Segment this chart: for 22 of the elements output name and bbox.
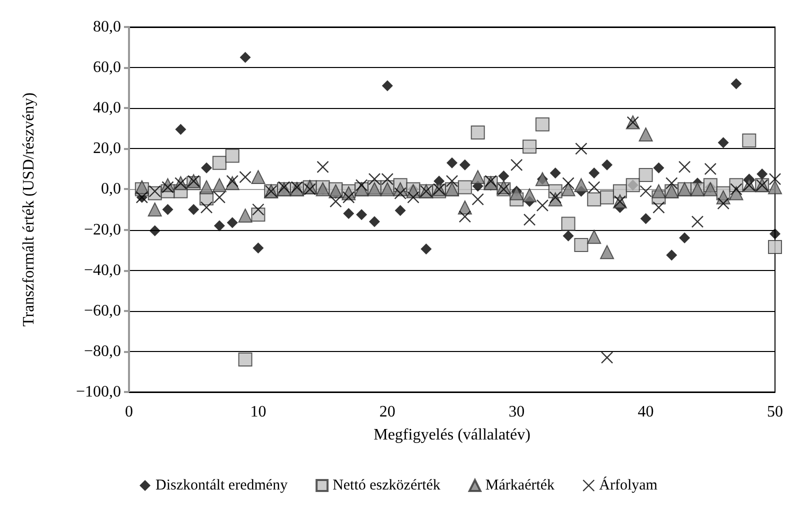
x-tick-label: 10 bbox=[250, 404, 266, 420]
x-tick-label: 40 bbox=[638, 404, 654, 420]
y-tick-label: 60,0 bbox=[93, 59, 121, 76]
y-axis-title: Transzformált érték (USD/részvény) bbox=[20, 92, 38, 327]
x-tick-label: 50 bbox=[767, 404, 783, 420]
legend-label: Árfolyam bbox=[599, 476, 658, 494]
x-tick-label: 0 bbox=[125, 404, 133, 420]
y-tick-label: −80,0 bbox=[84, 342, 121, 360]
y-tick-label: 40,0 bbox=[93, 100, 121, 117]
y-tick-label: 0,0 bbox=[101, 180, 121, 198]
y-tick-label: −40,0 bbox=[84, 262, 121, 279]
legend-label: Márkaérték bbox=[485, 478, 556, 494]
y-tick-label: 20,0 bbox=[93, 140, 121, 158]
y-tick-label: −60,0 bbox=[84, 302, 121, 320]
legend-label: Diszkontált eredmény bbox=[156, 478, 288, 494]
legend-label: Nettó eszközérték bbox=[332, 478, 441, 494]
y-tick-label: 80,0 bbox=[93, 18, 121, 36]
x-tick-label: 30 bbox=[508, 404, 525, 420]
y-tick-label: −100,0 bbox=[76, 384, 121, 400]
y-tick-label: −20,0 bbox=[84, 221, 121, 238]
x-tick-label: 20 bbox=[379, 404, 396, 420]
x-axis-title: Megfigyelés (vállalatév) bbox=[374, 426, 530, 444]
